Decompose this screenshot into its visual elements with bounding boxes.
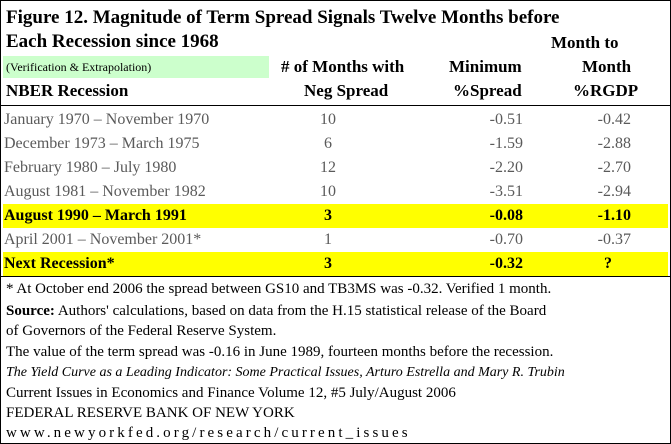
recession-period: February 1980 – July 1980 bbox=[4, 159, 177, 176]
table-row: August 1981 – November 1982 10 -3.51 -2.… bbox=[3, 180, 668, 204]
header-rgdp-line-0: Month to bbox=[551, 33, 619, 52]
minimum-spread: -0.70 bbox=[489, 231, 523, 248]
recession-period: August 1981 – November 1982 bbox=[4, 183, 206, 200]
months-negative: 1 bbox=[324, 231, 332, 248]
source-line-2: of Governors of the Federal Reserve Syst… bbox=[6, 323, 277, 339]
minimum-spread: -2.20 bbox=[489, 159, 523, 176]
footnote-star: * At October end 2006 the spread between… bbox=[6, 281, 552, 297]
header-rgdp-line-1: Month bbox=[582, 57, 632, 76]
article-citation: The Yield Curve as a Leading Indicator: … bbox=[6, 365, 565, 380]
table-row: December 1973 – March 1975 6 -1.59 -2.88 bbox=[3, 132, 668, 156]
rgdp-change: -2.70 bbox=[597, 159, 631, 176]
bank-name: FEDERAL RESERVE BANK OF NEW YORK bbox=[6, 405, 295, 421]
header-rgdp-line-2: %RGDP bbox=[573, 81, 639, 100]
term-spread-note: The value of the term spread was -0.16 i… bbox=[6, 344, 554, 360]
recession-period: December 1973 – March 1975 bbox=[4, 135, 200, 152]
recession-period: April 2001 – November 2001* bbox=[4, 231, 202, 248]
header-months-line-1: # of Months with bbox=[281, 57, 405, 76]
recession-period: August 1990 – March 1991 bbox=[4, 207, 187, 224]
header-spread-line-2: %Spread bbox=[453, 81, 522, 100]
rgdp-change: ? bbox=[604, 255, 612, 272]
table-row: February 1980 – July 1980 12 -2.20 -2.70 bbox=[3, 156, 668, 180]
table-bottom-rule bbox=[1, 276, 670, 277]
rgdp-change: -1.10 bbox=[597, 207, 631, 224]
months-negative: 10 bbox=[320, 183, 336, 200]
months-negative: 10 bbox=[320, 111, 336, 128]
header-recession: NBER Recession bbox=[6, 81, 129, 100]
figure-title-line-1: Figure 12. Magnitude of Term Spread Sign… bbox=[6, 7, 560, 28]
recession-period: January 1970 – November 1970 bbox=[4, 111, 210, 128]
rgdp-change: -0.42 bbox=[597, 111, 631, 128]
figure-title-line-2: Each Recession since 1968 bbox=[6, 31, 219, 52]
note-highlight bbox=[3, 56, 269, 78]
months-negative: 6 bbox=[324, 135, 332, 152]
source-url: www.newyorkfed.org/research/current_issu… bbox=[6, 425, 411, 441]
minimum-spread: -3.51 bbox=[489, 183, 523, 200]
rgdp-change: -2.94 bbox=[597, 183, 631, 200]
source-line-1: Source: Authors' calculations, based on … bbox=[6, 302, 546, 320]
minimum-spread: -1.59 bbox=[489, 135, 523, 152]
months-negative: 3 bbox=[324, 207, 332, 224]
journal-citation: Current Issues in Economics and Finance … bbox=[6, 385, 456, 401]
verification-note: (Verification & Extrapolation) bbox=[6, 60, 152, 74]
minimum-spread: -0.08 bbox=[489, 207, 523, 224]
months-negative: 12 bbox=[320, 159, 336, 176]
minimum-spread: -0.32 bbox=[489, 255, 523, 272]
recession-period: Next Recession* bbox=[4, 255, 115, 272]
source-label: Source: bbox=[6, 303, 55, 319]
months-negative: 3 bbox=[324, 255, 332, 272]
rgdp-change: -0.37 bbox=[597, 231, 631, 248]
header-months-line-2: Neg Spread bbox=[304, 81, 389, 100]
header-spread-line-1: Minimum bbox=[449, 57, 522, 76]
rgdp-change: -2.88 bbox=[597, 135, 631, 152]
source-text: Authors' calculations, based on data fro… bbox=[54, 303, 547, 319]
table-row: April 2001 – November 2001* 1 -0.70 -0.3… bbox=[3, 228, 668, 252]
table-row: January 1970 – November 1970 10 -0.51 -0… bbox=[3, 108, 668, 132]
minimum-spread: -0.51 bbox=[489, 111, 523, 128]
table-row-highlighted: August 1990 – March 1991 3 -0.08 -1.10 bbox=[3, 204, 668, 228]
table-row-highlighted: Next Recession* 3 -0.32 ? bbox=[3, 252, 668, 276]
header-divider bbox=[1, 105, 670, 106]
